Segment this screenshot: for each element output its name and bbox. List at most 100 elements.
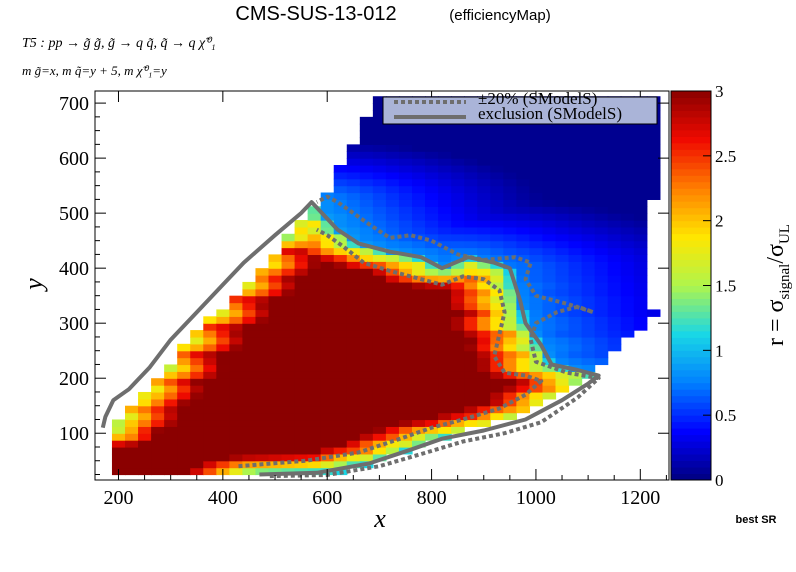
heatmap-cell bbox=[190, 398, 204, 407]
heatmap-cell bbox=[425, 378, 439, 386]
heatmap-cell bbox=[294, 385, 309, 393]
heatmap-cell bbox=[346, 364, 361, 372]
heatmap-cell bbox=[385, 130, 400, 139]
heatmap-cell bbox=[412, 433, 426, 441]
heatmap-cell bbox=[216, 378, 230, 386]
heatmap-cell bbox=[333, 178, 348, 187]
heatmap-cell bbox=[412, 398, 426, 407]
heatmap-cell bbox=[568, 309, 583, 317]
heatmap-cell bbox=[346, 419, 361, 427]
heatmap-cell bbox=[464, 405, 478, 414]
heatmap-cell bbox=[385, 440, 400, 448]
heatmap-cell bbox=[594, 295, 609, 304]
heatmap-cell bbox=[346, 391, 361, 400]
colorbar-segment bbox=[671, 220, 711, 228]
heatmap-cell bbox=[542, 165, 557, 173]
heatmap-cell bbox=[190, 357, 204, 366]
heatmap-cell bbox=[412, 302, 426, 311]
heatmap-cell bbox=[438, 309, 452, 317]
heatmap-cell bbox=[503, 391, 517, 400]
heatmap-cell bbox=[385, 165, 400, 173]
heatmap-cell bbox=[177, 350, 191, 359]
heatmap-cell bbox=[425, 192, 439, 200]
heatmap-cell bbox=[438, 343, 452, 352]
heatmap-cell bbox=[503, 185, 517, 194]
heatmap-cell bbox=[151, 467, 165, 476]
heatmap-cell bbox=[125, 433, 139, 441]
heatmap-cell bbox=[190, 336, 204, 345]
heatmap-cell bbox=[359, 364, 374, 372]
heatmap-cell bbox=[425, 151, 439, 159]
heatmap-cell bbox=[242, 412, 257, 421]
heatmap-cell bbox=[464, 323, 478, 331]
heatmap-cell bbox=[633, 247, 648, 256]
heatmap-cell bbox=[412, 295, 426, 304]
heatmap-cell bbox=[581, 323, 596, 331]
y-tick-label: 600 bbox=[59, 148, 89, 170]
heatmap-cell bbox=[294, 350, 309, 359]
heatmap-cell bbox=[346, 213, 361, 221]
heatmap-cell bbox=[359, 165, 374, 173]
heatmap-cell bbox=[372, 206, 387, 214]
heatmap-cell bbox=[359, 378, 374, 386]
heatmap-cell bbox=[581, 130, 596, 139]
heatmap-cell bbox=[516, 261, 531, 269]
heatmap-cell bbox=[346, 295, 361, 304]
colorbar-segment bbox=[671, 188, 711, 196]
heatmap-cell bbox=[425, 398, 439, 407]
heatmap-cell bbox=[346, 323, 361, 331]
heatmap-cell bbox=[555, 220, 570, 228]
colorbar-segment bbox=[671, 376, 711, 384]
heatmap-cell bbox=[451, 178, 465, 187]
heatmap-cell bbox=[242, 316, 257, 324]
heatmap-cell bbox=[412, 391, 426, 400]
heatmap-cell bbox=[151, 398, 165, 407]
heatmap-cell bbox=[138, 391, 152, 400]
legend-box bbox=[382, 96, 658, 125]
heatmap-cell bbox=[320, 295, 335, 304]
heatmap-cell bbox=[242, 385, 257, 393]
heatmap-cell bbox=[516, 199, 531, 207]
heatmap-cell bbox=[607, 130, 622, 139]
heatmap-cell bbox=[372, 220, 387, 228]
heatmap-cell bbox=[242, 371, 257, 379]
heatmap-cell bbox=[451, 288, 465, 297]
heatmap-cell bbox=[412, 330, 426, 338]
heatmap-cell bbox=[607, 226, 622, 235]
heatmap-cell bbox=[425, 412, 439, 421]
heatmap-cell bbox=[229, 330, 244, 338]
heatmap-cell bbox=[633, 165, 648, 173]
heatmap-cell bbox=[372, 268, 387, 276]
colorbar-segment bbox=[671, 408, 711, 416]
heatmap-cell bbox=[542, 206, 557, 214]
heatmap-cell bbox=[138, 433, 152, 441]
heatmap-cell bbox=[125, 405, 139, 414]
heatmap-cell bbox=[242, 309, 257, 317]
heatmap-cell bbox=[607, 220, 622, 228]
heatmap-cell bbox=[203, 412, 217, 421]
heatmap-cell bbox=[633, 268, 648, 276]
heatmap-cell bbox=[594, 144, 609, 152]
heatmap-cell bbox=[425, 343, 439, 352]
heatmap-cell bbox=[372, 309, 387, 317]
heatmap-cell bbox=[425, 364, 439, 372]
heatmap-cell bbox=[372, 336, 387, 345]
heatmap-cell bbox=[255, 371, 270, 379]
heatmap-cell bbox=[242, 391, 257, 400]
heatmap-cell bbox=[581, 357, 596, 366]
colorbar-segment bbox=[671, 181, 711, 189]
heatmap-cell bbox=[646, 192, 661, 200]
heatmap-cell bbox=[516, 343, 531, 352]
heatmap-cell bbox=[607, 261, 622, 269]
heatmap-cell bbox=[268, 440, 283, 448]
heatmap-cell bbox=[516, 240, 531, 249]
heatmap-cell bbox=[529, 281, 544, 290]
heatmap-cell bbox=[281, 419, 296, 427]
heatmap-cell bbox=[255, 364, 270, 372]
heatmap-cell bbox=[633, 295, 648, 304]
heatmap-cell bbox=[607, 247, 622, 256]
heatmap-cell bbox=[464, 261, 478, 269]
heatmap-cell bbox=[190, 467, 204, 476]
heatmap-cell bbox=[555, 213, 570, 221]
heatmap-cell bbox=[464, 240, 478, 249]
